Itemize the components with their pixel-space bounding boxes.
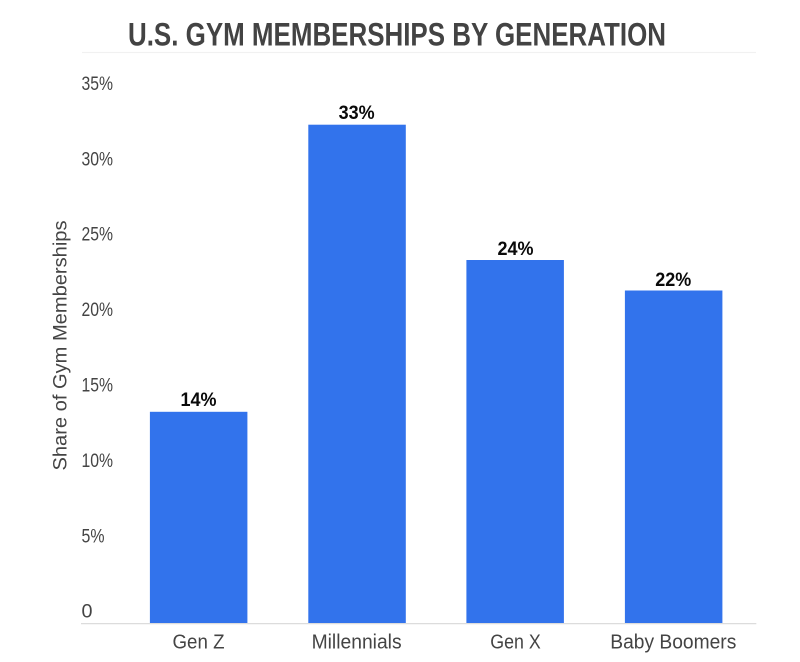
svg-text:Baby Boomers: Baby Boomers	[610, 631, 736, 653]
svg-text:5%: 5%	[82, 526, 105, 547]
svg-text:Share of Gym Memberships: Share of Gym Memberships	[49, 220, 71, 470]
svg-text:0: 0	[82, 602, 93, 623]
svg-text:30%: 30%	[82, 149, 114, 170]
svg-text:15%: 15%	[82, 376, 114, 397]
svg-text:35%: 35%	[82, 74, 114, 95]
svg-text:10%: 10%	[82, 451, 114, 472]
svg-text:14%: 14%	[181, 390, 217, 411]
svg-text:22%: 22%	[655, 270, 691, 291]
svg-text:Gen X: Gen X	[490, 631, 541, 653]
svg-text:Gen Z: Gen Z	[173, 631, 225, 653]
svg-text:Millennials: Millennials	[312, 631, 402, 653]
svg-text:33%: 33%	[339, 103, 375, 124]
svg-text:25%: 25%	[82, 225, 114, 246]
svg-text:U.S. GYM MEMBERSHIPS BY GENERA: U.S. GYM MEMBERSHIPS BY GENERATION	[128, 17, 666, 53]
svg-text:20%: 20%	[82, 300, 114, 321]
svg-text:24%: 24%	[498, 239, 534, 260]
